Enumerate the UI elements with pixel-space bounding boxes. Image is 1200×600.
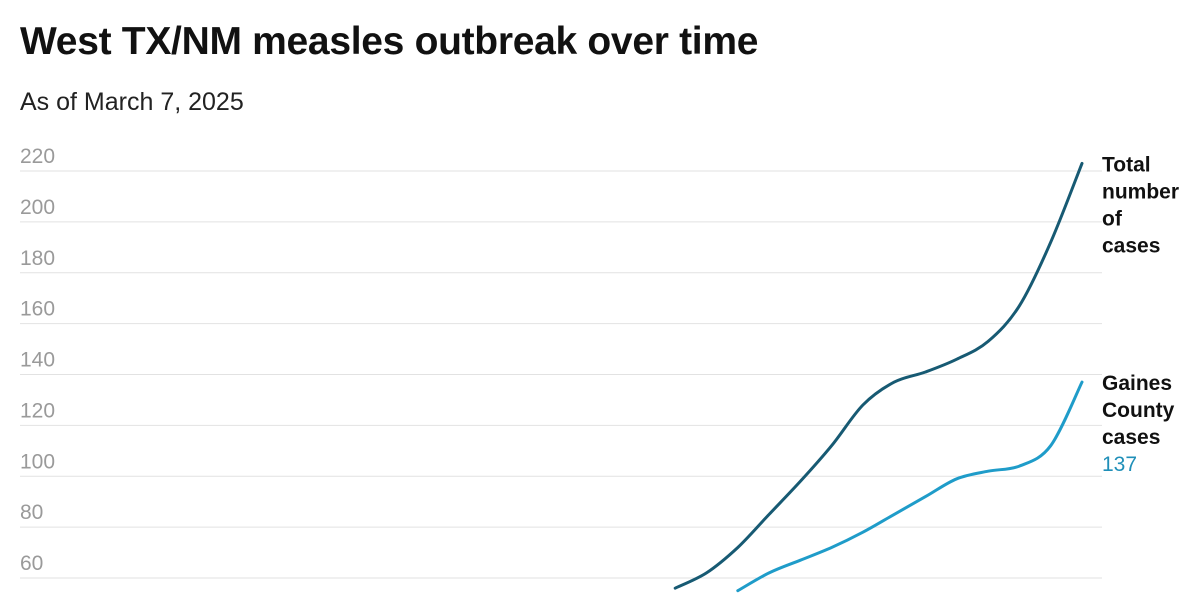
- y-tick-label: 180: [20, 247, 55, 270]
- y-tick-label: 100: [20, 450, 55, 473]
- series-label-total: cases: [1102, 234, 1160, 257]
- chart-title: West TX/NM measles outbreak over time: [20, 20, 759, 63]
- series-label-total: Total: [1102, 153, 1151, 176]
- y-tick-label: 120: [20, 399, 55, 422]
- series-line-gaines: [736, 380, 1084, 593]
- series-label-gaines: Gaines: [1102, 372, 1172, 395]
- y-tick-label: 140: [20, 349, 55, 372]
- series-label-total: number: [1102, 180, 1179, 203]
- series-end-value-gaines: 137: [1102, 453, 1137, 476]
- y-tick-label: 220: [20, 145, 55, 168]
- y-tick-label: 60: [20, 552, 43, 575]
- series-label-gaines: cases: [1102, 426, 1160, 449]
- series-label-total: of: [1102, 207, 1123, 230]
- y-tick-label: 160: [20, 298, 55, 321]
- y-tick-label: 80: [20, 501, 43, 524]
- label-layer: Total number of cases Gaines County cases 137: [1102, 153, 1179, 476]
- y-tick-label: 200: [20, 196, 55, 219]
- series-label-gaines: County: [1102, 399, 1175, 422]
- chart-subtitle: As of March 7, 2025: [20, 88, 244, 116]
- series-layer: [673, 161, 1084, 593]
- grid-layer: 60 80 100 120 140 160 180 200 220: [20, 145, 1102, 579]
- series-line-total: [673, 161, 1084, 590]
